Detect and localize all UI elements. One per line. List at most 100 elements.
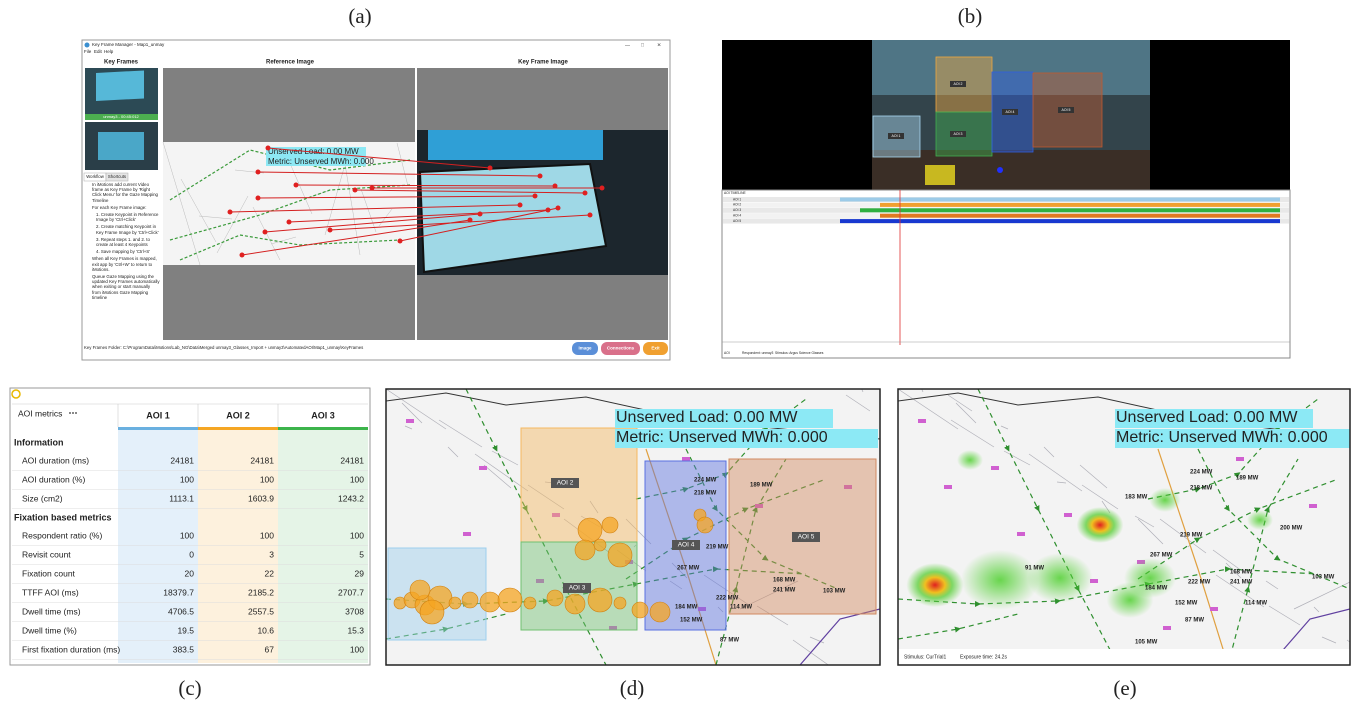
cell-value: 100 — [350, 474, 364, 484]
mw-label: 241 MW — [1230, 580, 1253, 586]
row-label: AOI duration (%) — [22, 474, 85, 484]
cell-value: 100 — [260, 474, 274, 484]
cell-value: 67 — [265, 644, 275, 654]
workflow-list: In iMotions add current Video frame as K… — [84, 182, 160, 300]
photo-screens — [428, 130, 603, 160]
fixation — [547, 590, 563, 606]
timeline-bar — [840, 198, 1280, 202]
workflow-step: For each Key Frame image: — [92, 205, 160, 210]
cell-value: 383.5 — [173, 644, 195, 654]
mw-label: 105 MW — [1135, 640, 1158, 646]
row-label: Size (cm2) — [22, 493, 63, 503]
cell-value: 2557.5 — [248, 606, 274, 616]
cell-value: 0 — [189, 549, 194, 559]
cell-value: 18379.7 — [163, 587, 194, 597]
cell-value: 15.3 — [347, 625, 364, 635]
timeline-row-label: AOI 1 — [733, 197, 741, 201]
workflow-step: 4. Save mapping by 'Ctrl+S' — [96, 249, 160, 254]
keypoint — [263, 230, 268, 235]
heat-spot — [1247, 510, 1273, 530]
heat-spot — [1077, 507, 1124, 543]
panel-d: AOI 2AOI 3AOI 4AOI 5Unserved Load: 0.00 … — [386, 385, 880, 669]
timeline-row-label: AOI 2 — [733, 203, 741, 207]
substation — [1163, 626, 1171, 630]
mw-label: 241 MW — [773, 588, 796, 594]
video-object — [925, 165, 955, 185]
workflow-step: In iMotions add current Video frame as K… — [92, 182, 160, 203]
heat-spot — [1124, 558, 1176, 598]
workflow-step: Queue Gaze Mapping using the updated Key… — [92, 274, 160, 300]
workflow-step: 1. Create Keypoint in Reference Image by… — [96, 212, 160, 222]
pane-header: Reference Image — [266, 60, 315, 66]
panel-label: (e) — [1113, 676, 1136, 700]
substation — [463, 532, 471, 536]
mw-label: 152 MW — [680, 618, 703, 624]
window-control: — — [625, 42, 630, 48]
folder-text: Key Frames Folder: C:\ProgramData\iMotio… — [84, 345, 564, 350]
cell-value: 20 — [185, 568, 195, 578]
mw-label: 200 MW — [1280, 526, 1303, 532]
fixation — [462, 592, 478, 608]
cell-value: 5 — [359, 549, 364, 559]
cell-value: 24181 — [250, 455, 274, 465]
cell-value: 10.6 — [257, 625, 274, 635]
mw-label: 87 MW — [1185, 618, 1204, 624]
keypoint — [328, 228, 333, 233]
cell-value: 100 — [350, 644, 364, 654]
substation — [991, 466, 999, 470]
cell-value: 3708 — [345, 606, 364, 616]
keypoint — [256, 170, 261, 175]
aoi-label: AOI 5 — [798, 534, 815, 541]
workflow-step: 2. Create matching Keypoint in Key Frame… — [96, 224, 160, 234]
aoi-label: AOI 3 — [569, 585, 586, 592]
workflow-step: 3. Repeat steps 1. and 2. to create at l… — [96, 237, 160, 247]
app-icon — [85, 43, 90, 48]
keypoint — [488, 166, 493, 171]
timeline-footer: AOI — [724, 351, 730, 355]
row-label: Dwell time (ms) — [22, 606, 81, 616]
tab-label: Workflow — [86, 174, 104, 179]
cell-value: 100 — [180, 474, 194, 484]
more-dot — [72, 412, 74, 414]
thumbnail-screen — [96, 70, 144, 101]
timeline-row-label: AOI 3 — [733, 208, 741, 212]
timeline-bar — [880, 203, 1280, 207]
tab-label: Shortcuts — [108, 174, 126, 179]
overlay-text: Metric: Unserved MWh: 0.000 — [616, 429, 828, 446]
aoi-label: AOI 1 — [892, 134, 901, 138]
mw-label: 114 MW — [1245, 601, 1267, 607]
substation — [1064, 513, 1072, 517]
substation — [1236, 457, 1244, 461]
workflow-step: When all Key Frames is mapped, exit app … — [92, 256, 160, 272]
mw-label: 168 MW — [773, 578, 796, 584]
fixation — [614, 597, 626, 609]
timeline-bar — [840, 219, 1280, 223]
row-label: Respondent ratio (%) — [22, 530, 102, 540]
section-heading: Information — [14, 437, 64, 447]
mw-label: 267 MW — [677, 566, 700, 572]
fixation — [650, 602, 670, 622]
timeline-row-label: AOI 4 — [733, 214, 741, 218]
cell-value: 4706.5 — [168, 606, 194, 616]
keypoint — [256, 196, 261, 201]
mw-label: 189 MW — [750, 483, 773, 489]
fixation — [594, 539, 606, 551]
keypoint — [228, 210, 233, 215]
window-control: ✕ — [657, 42, 661, 48]
panel-c: AOI 1AOI 2AOI 3AOI metricsInformationAOI… — [10, 388, 370, 665]
button-label: Exit — [651, 346, 660, 351]
cell-value: 100 — [350, 530, 364, 540]
panel-a: Key Frame Manager - Map1_unmay—□✕FileEdi… — [82, 40, 670, 360]
cell-value: 1113.1 — [169, 493, 194, 503]
substation — [479, 466, 487, 470]
overlay-text: Unserved Load: 0.00 MW — [616, 409, 798, 426]
cell-value: 100 — [260, 530, 274, 540]
aoi-label: AOI 2 — [954, 82, 963, 86]
cell-value: 24181 — [340, 455, 364, 465]
mw-label: 183 MW — [1125, 495, 1148, 501]
mw-label: 218 MW — [1190, 486, 1213, 492]
keypoint — [353, 188, 358, 193]
menu-item: File — [84, 49, 92, 54]
fixation — [602, 517, 618, 533]
keypoint — [287, 220, 292, 225]
